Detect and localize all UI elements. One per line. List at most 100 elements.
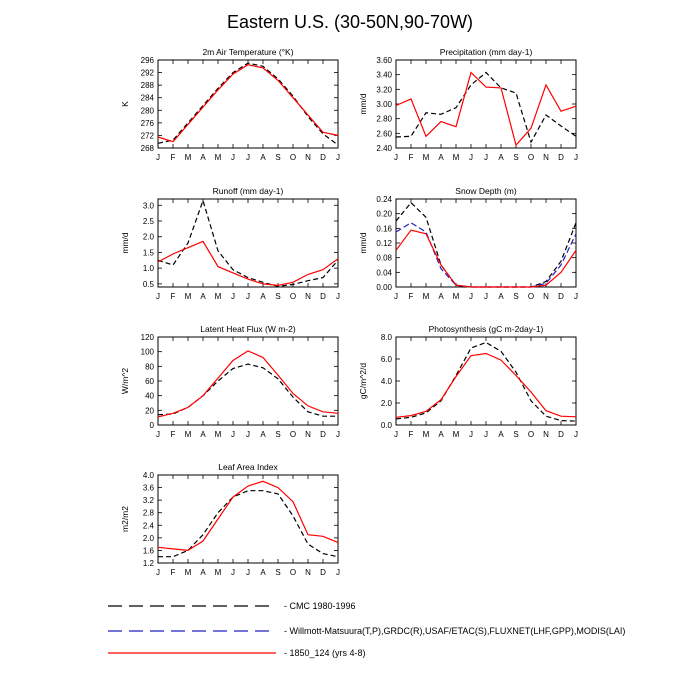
x-tick-label: J [484, 430, 488, 439]
y-tick-label: 272 [141, 131, 155, 140]
x-tick-label: J [246, 568, 250, 577]
x-tick-label: J [394, 292, 398, 301]
legend-label-obs: - Willmott-Matsuura(T,P),GRDC(R),USAF/ET… [284, 626, 625, 636]
y-tick-label: 2.60 [376, 129, 392, 138]
series-line-cmc [395, 341, 577, 422]
x-tick-label: M [185, 153, 192, 162]
chart-panel-3: Runoff (mm day-1)mm/dJ F M A M J J A S O N D J0.51.0… [120, 186, 340, 301]
y-tick-label: 2.80 [376, 115, 392, 124]
y-tick-label: 60 [145, 377, 154, 386]
x-tick-label: F [171, 568, 176, 577]
x-tick-label: O [528, 430, 534, 439]
series-line-obs [395, 222, 577, 288]
y-tick-label: 3.2 [143, 496, 155, 505]
y-tick-label: 2.5 [143, 217, 155, 226]
x-tick-label: J [394, 153, 398, 162]
y-tick-label: 3.6 [143, 484, 155, 493]
x-tick-label: S [275, 292, 280, 301]
series-line-cmc [158, 490, 339, 558]
x-tick-label: F [171, 292, 176, 301]
chart-panel-1: 2m Air Temperature (°K)KJ F M A M J J A S O N D J268… [120, 47, 340, 162]
x-tick-label: A [200, 568, 206, 577]
x-tick-label: N [305, 430, 311, 439]
series-line-cmc [157, 363, 338, 417]
x-tick-label: D [320, 568, 326, 577]
chart-title: 2m Air Temperature (°K) [202, 47, 293, 57]
x-tick-label: J [336, 153, 340, 162]
plot-frame [395, 198, 577, 288]
series-line-cmc [157, 198, 339, 288]
series-line-cmc [157, 62, 339, 146]
plot-frame [157, 59, 339, 149]
series-line-model [395, 71, 577, 147]
x-tick-label: O [528, 153, 534, 162]
y-axis-label: K [120, 101, 130, 107]
y-tick-label: 0.20 [376, 210, 392, 219]
x-tick-label: J [336, 568, 340, 577]
x-tick-label: J [336, 430, 340, 439]
y-tick-label: 0.0 [381, 421, 393, 430]
y-tick-label: 1.0 [143, 264, 155, 273]
x-tick-label: J [246, 292, 250, 301]
x-tick-label: M [453, 430, 460, 439]
y-tick-label: 0.12 [376, 239, 392, 248]
x-tick-label: S [275, 153, 280, 162]
y-tick-label: 2.0 [381, 399, 393, 408]
x-tick-label: A [200, 153, 206, 162]
figure-title: Eastern U.S. (30-50N,90-70W) [226, 12, 474, 32]
x-tick-label: J [156, 568, 160, 577]
x-tick-label: O [290, 292, 296, 301]
y-tick-label: 0.08 [376, 254, 392, 263]
y-tick-label: 2.0 [143, 233, 155, 242]
x-tick-label: J [231, 430, 235, 439]
chart-title: Latent Heat Flux (W m-2) [200, 324, 296, 334]
x-tick-label: N [543, 430, 549, 439]
x-tick-label: D [558, 292, 564, 301]
y-tick-label: 120 [141, 333, 155, 342]
x-tick-label: J [231, 153, 235, 162]
y-tick-label: 3.40 [376, 71, 392, 80]
x-tick-label: F [171, 430, 176, 439]
x-tick-label: J [156, 153, 160, 162]
chart-title: Photosynthesis (gC m-2day-1) [429, 324, 544, 334]
y-tick-label: 6.0 [381, 355, 393, 364]
x-tick-label: N [305, 153, 311, 162]
y-tick-label: 296 [141, 56, 155, 65]
y-tick-label: 1.6 [143, 546, 155, 555]
series-line-model [157, 240, 339, 287]
y-tick-label: 2.8 [143, 509, 155, 518]
x-tick-label: J [156, 430, 160, 439]
x-tick-label: S [513, 292, 518, 301]
x-tick-label: M [185, 430, 192, 439]
y-tick-label: 2.4 [143, 521, 155, 530]
x-tick-label: A [260, 430, 266, 439]
y-tick-label: 3.0 [143, 201, 155, 210]
y-tick-label: 1.2 [143, 559, 155, 568]
chart-title: Snow Depth (m) [455, 186, 517, 196]
x-tick-label: F [409, 430, 414, 439]
y-tick-label: 3.00 [376, 100, 392, 109]
x-tick-label: J [246, 153, 250, 162]
x-tick-label: M [453, 292, 460, 301]
y-axis-label: mm/d [120, 232, 130, 254]
x-tick-label: N [305, 292, 311, 301]
x-tick-label: S [513, 430, 518, 439]
series-line-model [395, 229, 577, 288]
series-line-model [157, 350, 339, 418]
x-tick-label: D [558, 430, 564, 439]
x-tick-label: M [185, 568, 192, 577]
y-tick-label: 8.0 [381, 333, 393, 342]
x-tick-label: J [156, 292, 160, 301]
x-tick-label: S [513, 153, 518, 162]
x-tick-label: F [171, 153, 176, 162]
y-tick-label: 0.5 [143, 280, 155, 289]
x-tick-label: A [498, 430, 504, 439]
x-tick-label: N [543, 292, 549, 301]
x-tick-label: O [290, 153, 296, 162]
x-tick-label: J [336, 292, 340, 301]
x-tick-label: F [409, 292, 414, 301]
x-tick-label: A [200, 292, 206, 301]
x-tick-label: M [453, 153, 460, 162]
x-tick-label: D [320, 292, 326, 301]
